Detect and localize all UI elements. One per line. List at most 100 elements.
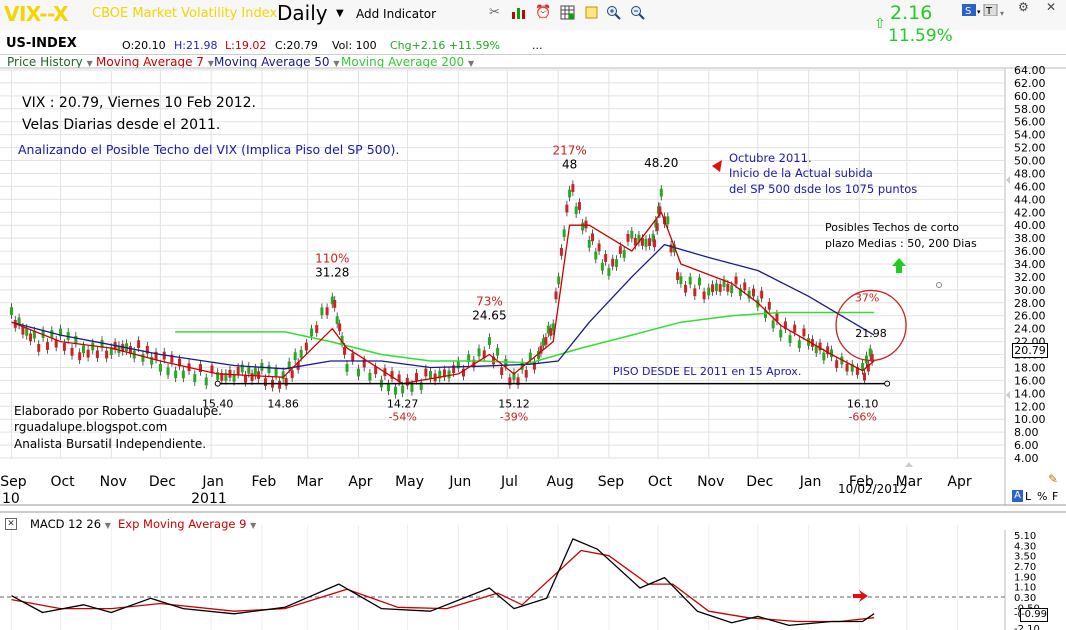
macd-tick-label: 5.10 bbox=[1014, 531, 1036, 542]
ma7-line bbox=[11, 211, 875, 385]
bar-chart-icon[interactable] bbox=[511, 5, 526, 20]
candle-body bbox=[826, 346, 830, 355]
zoom-out-icon[interactable] bbox=[630, 5, 645, 20]
candle-body bbox=[81, 345, 85, 354]
add-indicator-button[interactable]: Add Indicator bbox=[356, 7, 437, 21]
trough-label: 14.86 bbox=[267, 398, 299, 411]
y-tick-label: 62.00 bbox=[1014, 77, 1046, 90]
candle-body bbox=[333, 300, 337, 308]
candle-body bbox=[260, 362, 264, 371]
candle-body bbox=[250, 373, 254, 381]
year-label: 10 bbox=[2, 491, 20, 507]
candle-body bbox=[565, 204, 569, 213]
candle-body bbox=[562, 229, 566, 238]
note-icon[interactable] bbox=[584, 5, 599, 20]
legend-price-history[interactable]: Price History ▼ bbox=[7, 55, 93, 69]
candle-body bbox=[54, 339, 58, 348]
ema9-legend[interactable]: Exp Moving Average 9 ▼ bbox=[118, 517, 257, 531]
tools-icon[interactable]: ✂ bbox=[489, 5, 500, 20]
candle-body bbox=[738, 288, 742, 296]
trough-percent: -39% bbox=[500, 410, 528, 423]
t-icon[interactable]: ▾ bbox=[1000, 9, 1005, 18]
candle-body bbox=[544, 337, 548, 345]
x-tick-label: Apr bbox=[947, 474, 971, 490]
candle-body bbox=[310, 328, 314, 337]
candle-body bbox=[822, 352, 826, 361]
candle-body bbox=[618, 246, 622, 254]
candle-body bbox=[615, 259, 619, 267]
scroll-handle-icon bbox=[905, 462, 913, 467]
macd-legend[interactable]: MACD 12 26 ▼ bbox=[30, 517, 111, 531]
y-tick-label: 26.00 bbox=[1014, 310, 1046, 323]
y-tick-label: 32.00 bbox=[1014, 271, 1046, 284]
x-tick-label: Mar bbox=[297, 474, 324, 490]
candle-body bbox=[166, 367, 170, 376]
legend-ma200[interactable]: Moving Average 200 ▼ bbox=[341, 55, 475, 69]
candle-body bbox=[29, 333, 33, 342]
candle-body bbox=[66, 331, 70, 340]
candle-body bbox=[520, 362, 524, 370]
candle-body bbox=[637, 234, 641, 243]
date-label: 10/02/2012 bbox=[838, 482, 908, 496]
candle-body bbox=[113, 342, 117, 350]
y-tick-label: 48.00 bbox=[1014, 167, 1046, 180]
alarm-icon[interactable]: ⏰ bbox=[535, 5, 552, 20]
legend-ma7[interactable]: Moving Average 7 ▼ bbox=[96, 55, 214, 69]
peak-label: 31.28 bbox=[315, 266, 349, 280]
candle-body bbox=[187, 363, 191, 372]
symbol-input[interactable]: VIX--X bbox=[4, 2, 69, 26]
red-arrow-icon bbox=[853, 590, 868, 602]
close-panel-icon[interactable]: ✕ bbox=[5, 518, 17, 530]
circle-percent: 37% bbox=[855, 292, 879, 305]
candle-body bbox=[236, 366, 240, 375]
candle-body bbox=[368, 372, 372, 381]
candle-body bbox=[626, 233, 630, 242]
scale-auto-button[interactable]: A bbox=[1012, 490, 1023, 502]
scroll-handle-icon bbox=[1006, 391, 1010, 399]
candle-body bbox=[438, 370, 442, 379]
x-tick-label: Jan bbox=[799, 474, 822, 490]
x-tick-label: Aug bbox=[546, 474, 573, 490]
candle-body bbox=[591, 233, 595, 242]
zoom-in-icon[interactable] bbox=[606, 5, 621, 20]
chevron-down-icon[interactable]: ▼ bbox=[336, 8, 344, 19]
s-icon[interactable]: S ▾ T bbox=[962, 1, 1006, 20]
y-tick-label: 38.00 bbox=[1014, 232, 1046, 245]
candle-body bbox=[797, 340, 801, 349]
settings-icon[interactable]: ⚙ bbox=[1018, 0, 1029, 14]
candle-body bbox=[290, 370, 294, 379]
scale-log-button[interactable]: L bbox=[1025, 490, 1032, 503]
candle-body bbox=[549, 327, 553, 336]
svg-text:S: S bbox=[965, 6, 971, 16]
macd-tick-label: -2.10 bbox=[1014, 624, 1040, 630]
grid-icon[interactable] bbox=[560, 5, 575, 20]
y-tick-label: 60.00 bbox=[1014, 90, 1046, 103]
y-tick-label: 28.00 bbox=[1014, 297, 1046, 310]
candle-body bbox=[70, 347, 74, 356]
y-tick-label: 40.00 bbox=[1014, 219, 1046, 232]
x-tick-label: Sep bbox=[598, 474, 625, 490]
y-tick-label: 36.00 bbox=[1014, 245, 1046, 258]
candle-body bbox=[25, 328, 29, 336]
candle-body bbox=[278, 380, 282, 389]
candle-body bbox=[181, 370, 185, 379]
period-select[interactable]: Daily bbox=[277, 1, 328, 25]
october-line2: Inicio de la Actual subida bbox=[729, 166, 873, 180]
legend-ma50[interactable]: Moving Average 50 ▼ bbox=[214, 55, 340, 69]
scale-percent-button[interactable]: % bbox=[1037, 490, 1048, 503]
macd-tick-label: 1.90 bbox=[1014, 572, 1036, 583]
scale-fixed-button[interactable]: F bbox=[1052, 490, 1059, 503]
candle-body bbox=[220, 372, 224, 381]
x-tick-label: Jun bbox=[448, 474, 471, 490]
pencil-icon[interactable]: ✎ bbox=[1048, 472, 1059, 486]
more-button[interactable]: ... bbox=[532, 39, 543, 52]
candle-body bbox=[21, 326, 25, 335]
candle-body bbox=[109, 347, 113, 355]
candle-body bbox=[711, 284, 715, 293]
candle-body bbox=[325, 307, 329, 316]
candle-body bbox=[410, 384, 414, 392]
close-icon[interactable]: ✕ bbox=[1046, 0, 1057, 14]
x-tick-label: Jul bbox=[500, 474, 518, 490]
candle-body bbox=[335, 316, 339, 325]
candle-body bbox=[193, 374, 197, 382]
